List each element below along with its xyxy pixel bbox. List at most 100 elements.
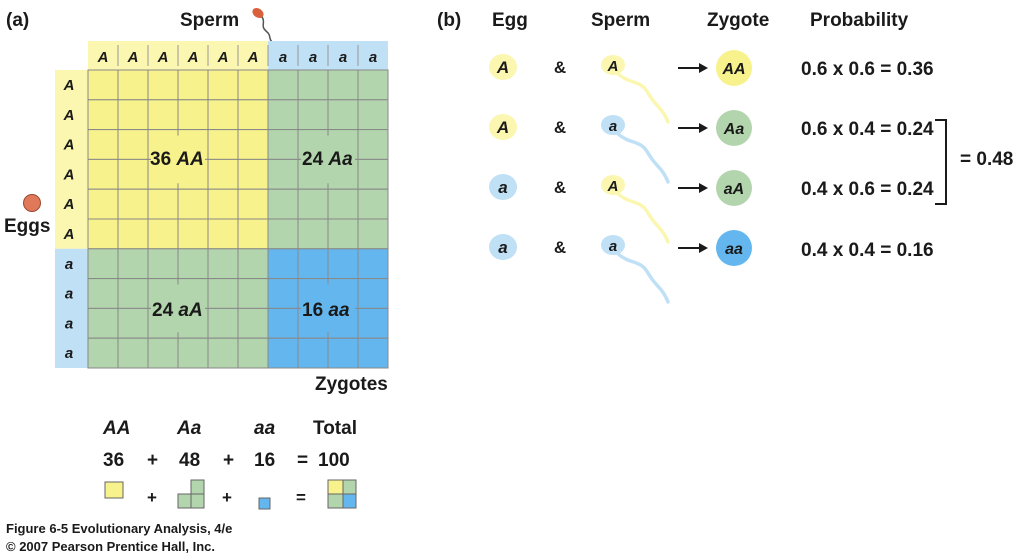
egg-allele-label: A — [63, 137, 75, 154]
grid-cell — [357, 69, 389, 101]
grid-cell — [87, 158, 119, 190]
arrow-head — [699, 243, 708, 253]
grid-cell — [267, 158, 299, 190]
shape-plus-2: + — [222, 488, 232, 507]
grid-cell — [117, 188, 149, 220]
grid-cell — [207, 129, 239, 160]
sperm-tail — [615, 191, 670, 244]
grid-cell — [327, 99, 359, 131]
header-zygote: Zygote — [707, 10, 770, 31]
grid-cell — [87, 129, 119, 160]
zygote-circle — [716, 170, 752, 206]
region-AA-label: 36 AA — [150, 149, 204, 170]
grid-cell — [177, 337, 209, 369]
grid-cell — [147, 99, 179, 131]
shape-plus-1: + — [147, 488, 157, 507]
sperm-allele: a — [609, 238, 617, 255]
grid-cell — [207, 307, 239, 339]
grid-cell — [327, 248, 359, 280]
sum-value-AA: 36 — [103, 450, 125, 471]
prob-row-4: 0.4 x 0.4 = 0.16 — [801, 240, 934, 261]
egg-circle — [489, 234, 517, 260]
prob-row-2: 0.6 x 0.4 = 0.24 — [801, 119, 934, 140]
grid-cell — [237, 337, 269, 369]
sum-shapes: + + = — [104, 479, 357, 510]
sum-header-aa: aa — [254, 418, 276, 439]
grid-cell — [357, 337, 389, 369]
grid-cell — [207, 218, 239, 250]
panel-b-label: (b) — [437, 10, 462, 31]
egg-allele-label: A — [63, 107, 75, 124]
sperm-head — [601, 235, 625, 255]
grid-cell — [87, 188, 119, 220]
sum-value-Aa: 48 — [179, 450, 201, 471]
grid-cell — [87, 99, 119, 131]
sperm-allele-label: a — [369, 49, 377, 66]
grid-cell — [357, 278, 389, 309]
sperm-tail — [615, 71, 670, 124]
grid-cell — [267, 99, 299, 131]
grid-cell — [117, 129, 149, 160]
prob-row-3: 0.4 x 0.6 = 0.24 — [801, 179, 934, 200]
grid-cell — [117, 248, 149, 280]
grid-cell — [297, 337, 329, 369]
sum-header-Aa: Aa — [177, 418, 202, 439]
grid-cell — [207, 188, 239, 220]
grid-cell — [177, 188, 209, 220]
grid-cell — [327, 69, 359, 101]
sperm-allele: a — [609, 118, 617, 135]
sperm-tail — [615, 251, 670, 304]
egg-circle — [489, 174, 517, 200]
grid-cell — [147, 248, 179, 280]
grid-cell — [177, 69, 209, 101]
ampersand: & — [554, 238, 566, 257]
grid-cell — [357, 158, 389, 190]
grid-cell — [327, 337, 359, 369]
grid-cell — [267, 307, 299, 339]
sum-header-total: Total — [313, 418, 357, 439]
grid-cell — [147, 218, 179, 250]
sperm-head — [601, 55, 625, 75]
grid-cell — [267, 248, 299, 280]
sperm-allele-label: a — [339, 49, 347, 66]
sum-equals: = — [297, 450, 309, 471]
prob-row-1: 0.6 x 0.6 = 0.36 — [801, 59, 934, 80]
grid-cell — [117, 337, 149, 369]
caption-line-2: © 2007 Pearson Prentice Hall, Inc. — [6, 539, 216, 554]
grid-cell — [297, 69, 329, 101]
grid-cell — [147, 337, 179, 369]
eggs-label: Eggs — [4, 216, 51, 237]
grid-cell — [207, 337, 239, 369]
grid-cell — [237, 278, 269, 309]
sperm-allele-label: A — [247, 49, 259, 66]
egg-allele-label: a — [65, 315, 73, 332]
sperm-allele: A — [607, 58, 619, 75]
grid-cell — [87, 337, 119, 369]
egg-allele-label: A — [63, 196, 75, 213]
AA-square — [104, 481, 124, 499]
grid-cell — [237, 307, 269, 339]
caption-line-1: Figure 6-5 Evolutionary Analysis, 4/e — [6, 521, 233, 536]
grid-cell — [87, 278, 119, 309]
grid-cell — [117, 278, 149, 309]
sum-value-total: 100 — [318, 450, 350, 471]
region-aA-label: 24 aA — [152, 300, 203, 321]
grid-cell — [357, 129, 389, 160]
grid-cell — [327, 218, 359, 250]
grid-cell — [267, 188, 299, 220]
sperm-icon — [252, 7, 273, 43]
grid-cell — [237, 158, 269, 190]
egg-allele-label: A — [63, 166, 75, 183]
header-probability: Probability — [810, 10, 909, 31]
grid-cell — [237, 69, 269, 101]
sum-value-aa: 16 — [254, 450, 276, 471]
sperm-allele: A — [607, 178, 619, 195]
zygote-circle — [716, 50, 752, 86]
sum-header-AA: AA — [103, 418, 131, 439]
zygote-genotype: Aa — [723, 121, 745, 138]
ampersand: & — [554, 178, 566, 197]
zygotes-label: Zygotes — [315, 374, 388, 395]
header-sperm: Sperm — [591, 10, 651, 31]
sperm-allele-label: A — [127, 49, 139, 66]
bracket — [935, 119, 947, 205]
